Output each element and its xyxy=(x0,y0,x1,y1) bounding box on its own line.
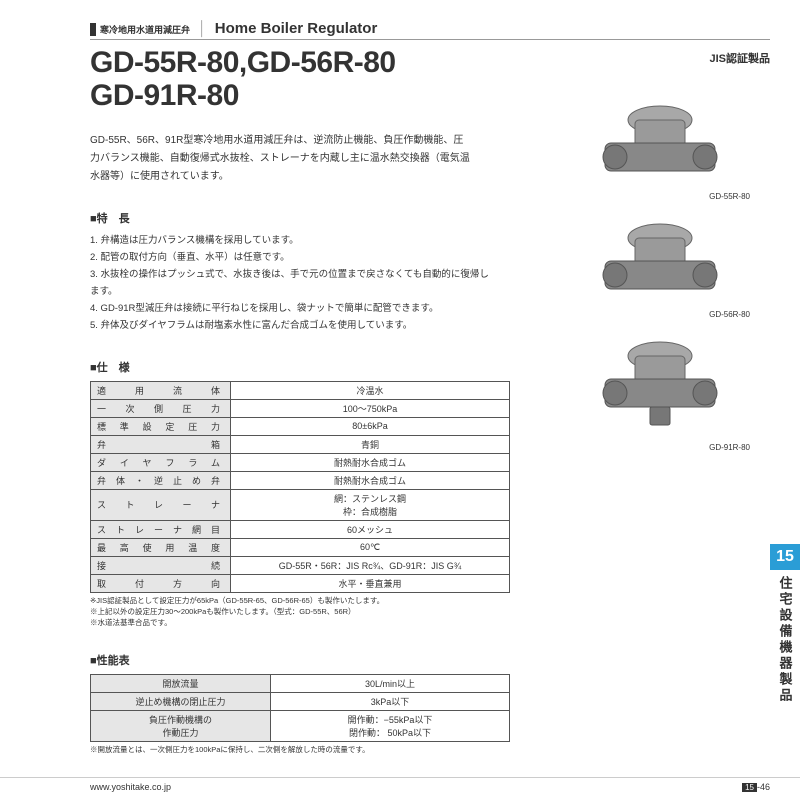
product-label: GD-56R-80 xyxy=(570,310,750,319)
jis-label: JIS認証製品 xyxy=(709,50,770,66)
spec-value: 60メッシュ xyxy=(231,520,510,538)
title-line2: GD-91R-80 xyxy=(90,79,396,112)
en-category: Home Boiler Regulator xyxy=(215,20,378,37)
tab-text: 住宅設備機器製品 xyxy=(776,570,795,710)
perf-note: ※開放流量とは、一次側圧力を100kPaに保持し、二次側を解放した時の流量です。 xyxy=(90,744,770,755)
product-label: GD-55R-80 xyxy=(570,192,750,201)
footer-url: www.yoshitake.co.jp xyxy=(90,782,171,792)
side-tab: 15 住宅設備機器製品 xyxy=(770,544,800,710)
footer-section: 15 xyxy=(742,783,757,792)
model-title: GD-55R-80,GD-56R-80 GD-91R-80 xyxy=(90,46,396,112)
spec-value: 100～750kPa xyxy=(231,399,510,417)
spec-value: 冷温水 xyxy=(231,381,510,399)
spec-label: ストレーナ網目 xyxy=(91,520,231,538)
spec-value: 水平・垂直兼用 xyxy=(231,574,510,592)
valve-icon xyxy=(595,213,725,308)
spec-label: ダイヤフラム xyxy=(91,453,231,471)
tab-number: 15 xyxy=(770,544,800,570)
perf-value: 30L/min以上 xyxy=(271,675,510,693)
perf-label: 負圧作動機構の 作動圧力 xyxy=(91,711,271,742)
spec-value: 網：ステンレス鋼 枠：合成樹脂 xyxy=(231,489,510,520)
footer: www.yoshitake.co.jp 15-46 xyxy=(0,777,800,792)
perf-table: 開放流量30L/min以上逆止め機構の閉止圧力3kPa以下負圧作動機構の 作動圧… xyxy=(90,674,510,742)
spec-value: GD-55R・56R：JIS Rc¾、GD-91R：JIS G¾ xyxy=(231,556,510,574)
footer-pagenum: -46 xyxy=(757,782,770,792)
features-list: 1. 弁構造は圧力バランス機構を採用しています。2. 配管の取付方向（垂直、水平… xyxy=(90,232,490,335)
spec-value: 80±6kPa xyxy=(231,417,510,435)
spec-value: 耐熱耐水合成ゴム xyxy=(231,471,510,489)
spec-label: 標準設定圧力 xyxy=(91,417,231,435)
spec-label: 弁箱 xyxy=(91,435,231,453)
spec-label: ストレーナ xyxy=(91,489,231,520)
perf-value: 3kPa以下 xyxy=(271,693,510,711)
spec-value: 耐熱耐水合成ゴム xyxy=(231,453,510,471)
spec-label: 弁体・逆止め弁 xyxy=(91,471,231,489)
valve-icon xyxy=(595,95,725,190)
spec-value: 青銅 xyxy=(231,435,510,453)
valve-icon xyxy=(595,331,725,441)
perf-label: 逆止め機構の閉止圧力 xyxy=(91,693,271,711)
feature-item: 1. 弁構造は圧力バランス機構を採用しています。 xyxy=(90,232,490,249)
perf-heading: ■性能表 xyxy=(90,652,770,668)
product-item: GD-55R-80 xyxy=(570,95,750,201)
feature-item: 2. 配管の取付方向（垂直、水平）は任意です。 xyxy=(90,249,490,266)
product-item: GD-91R-80 xyxy=(570,331,750,452)
divider: │ xyxy=(198,20,207,36)
jp-category: 寒冷地用水道用減圧弁 xyxy=(90,23,190,36)
perf-label: 開放流量 xyxy=(91,675,271,693)
footer-page: 15-46 xyxy=(742,782,770,792)
product-images: GD-55R-80 GD-56R-80 GD-91R-80 xyxy=(570,95,750,464)
spec-label: 最高使用温度 xyxy=(91,538,231,556)
title-line1: GD-55R-80,GD-56R-80 xyxy=(90,46,396,79)
spec-table: 適用流体冷温水一次側圧力100～750kPa標準設定圧力80±6kPa弁箱青銅ダ… xyxy=(90,381,510,593)
spec-notes: ※JIS認証製品として設定圧力が65kPa（GD-55R-65、GD-56R-6… xyxy=(90,595,770,629)
spec-value: 60℃ xyxy=(231,538,510,556)
feature-item: 4. GD-91R型減圧弁は接続に平行ねじを採用し、袋ナットで簡単に配管できます… xyxy=(90,300,490,317)
spec-label: 接続 xyxy=(91,556,231,574)
feature-item: 3. 水抜栓の操作はプッシュ式で、水抜き後は、手で元の位置まで戻さなくても自動的… xyxy=(90,266,490,300)
header-bar: 寒冷地用水道用減圧弁 │ Home Boiler Regulator xyxy=(90,20,770,40)
spec-label: 一次側圧力 xyxy=(91,399,231,417)
intro-text: GD-55R、56R、91R型寒冷地用水道用減圧弁は、逆流防止機能、負圧作動機能… xyxy=(90,132,470,186)
perf-value: 開作動：−55kPa以下 閉作動： 50kPa以下 xyxy=(271,711,510,742)
spec-label: 取付方向 xyxy=(91,574,231,592)
product-item: GD-56R-80 xyxy=(570,213,750,319)
spec-label: 適用流体 xyxy=(91,381,231,399)
product-label: GD-91R-80 xyxy=(570,443,750,452)
feature-item: 5. 弁体及びダイヤフラムは耐塩素水性に富んだ合成ゴムを使用しています。 xyxy=(90,317,490,334)
